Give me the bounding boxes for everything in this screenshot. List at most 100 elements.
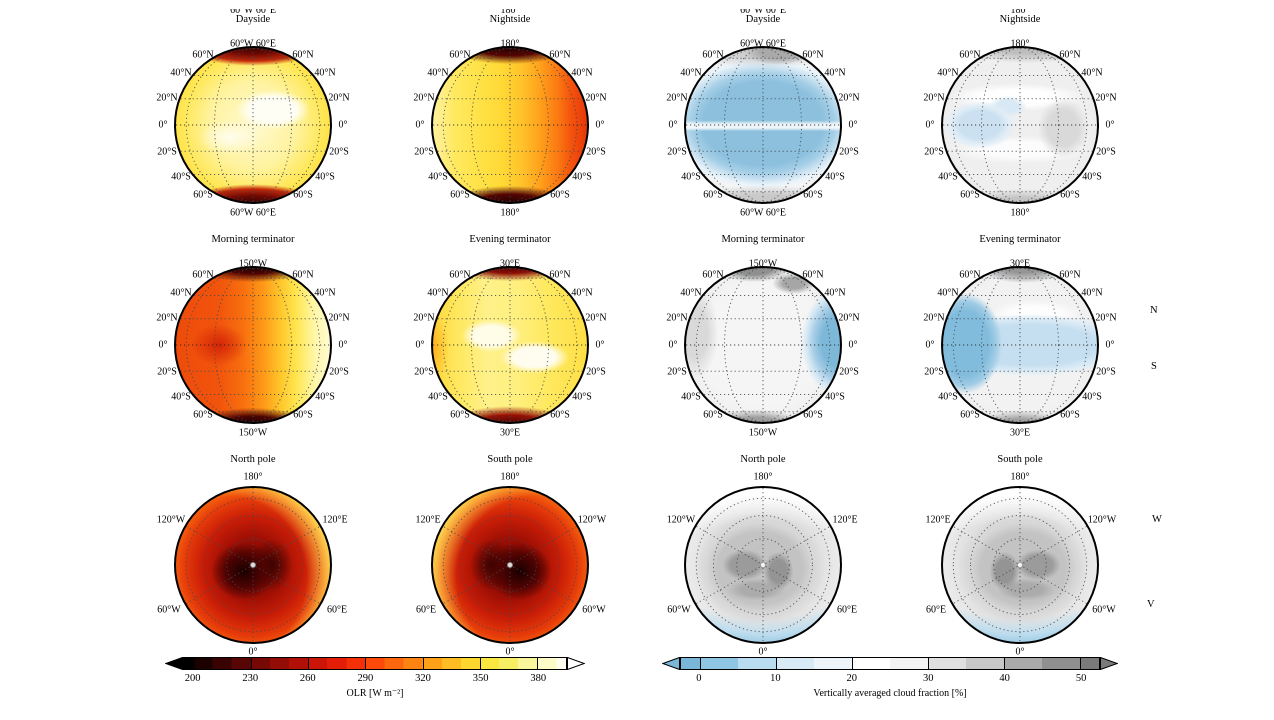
lon-label: 120°E [832,514,858,526]
lat-label: 20°N [413,312,435,324]
lat-label: 60°S [293,189,313,201]
lat-label: 20°S [586,146,606,158]
globe-olr-north-pole [174,486,332,644]
globe-cloud-dayside [684,46,842,204]
lat-label: 0° [925,119,935,131]
lon-label: 180° [243,471,263,483]
lat-label: 20°N [156,92,178,104]
panel-cloud-north-pole: North pole 180° 120°W 120°E 60°W 60°E 0° [653,450,873,685]
lat-label: 40°N [571,287,593,299]
colorbar-tick: 290 [357,673,374,684]
lat-label: 20°N [923,92,945,104]
lon-label: 60°W [582,604,606,616]
graticule [943,268,1097,422]
colorbar-ticks: 200 230 260 290 320 350 380 [183,673,567,685]
globe-olr-south-pole [431,486,589,644]
colorbar-gradient [680,657,1100,670]
lat-label: 60°N [959,269,981,281]
panel-title: Morning terminator [211,234,295,245]
lat-label: 40°S [1082,391,1102,403]
panel-title: North pole [740,454,786,465]
lat-label: 60°N [1059,49,1081,61]
lat-label: 40°N [937,67,959,79]
lat-label: 40°N [314,287,336,299]
lat-label: 60°N [449,269,471,281]
panel-olr-north-pole: North pole 180° 120°W 120°E 60°W 60°E 0° [143,450,363,685]
bottom-meridian-label: 180° [500,207,520,219]
top-meridian-label: 150°W [238,258,268,270]
globe-cloud-north-pole [684,486,842,644]
colorbar-tick: 30 [922,673,934,684]
graticule [686,268,840,422]
panel-cloud-dayside: Dayside 60°W 60°E 60°N 60°N 40°N 40°N 20… [653,10,873,245]
lat-label: 20°S [667,366,687,378]
lat-label: 20°N [1095,312,1117,324]
lat-label: 60°S [193,189,213,201]
colorbar-tick: 230 [242,673,259,684]
lon-label: 180° [1010,471,1030,483]
lat-label: 60°N [702,49,724,61]
lat-label: 60°S [803,189,823,201]
lat-label: 20°S [667,146,687,158]
lat-label: 40°N [1081,67,1103,79]
globe-olr-nightside [431,46,589,204]
lat-label: 20°N [666,92,688,104]
colorbar-extend-left-arrow [165,657,183,670]
colorbar-tick: 10 [770,673,781,684]
graticule [185,488,321,642]
lat-label: 60°N [959,49,981,61]
lat-label: 40°N [937,287,959,299]
lat-label: 40°N [1081,287,1103,299]
lat-label: 60°S [450,409,470,421]
lat-label: 40°S [428,171,448,183]
lat-label: 20°N [328,312,350,324]
bottom-meridian-label: 60°W 60°E [230,207,276,219]
lon-label: 120°E [925,514,951,526]
panel-olr-evening-terminator: Evening terminator 30°E 60°N 60°N 40°N 4… [400,230,620,465]
lon-label: 120°E [415,514,441,526]
graticule [686,48,840,202]
lat-label: 40°N [680,287,702,299]
lat-label: 60°S [703,189,723,201]
lon-label: 60°E [326,604,348,616]
lon-label: 60°E [925,604,947,616]
lat-label: 60°S [1060,409,1080,421]
cropped-right-label: N [1150,305,1158,316]
colorbar-tick: 350 [472,673,489,684]
top-meridian-label: 30°E [1009,258,1031,270]
lon-label: 180° [500,471,520,483]
bottom-meridian-label: 30°E [499,427,521,439]
lat-label: 60°N [802,49,824,61]
lat-label: 60°N [549,269,571,281]
lat-label: 0° [1105,119,1115,131]
panel-title: Morning terminator [721,234,805,245]
lat-label: 0° [158,119,168,131]
lat-label: 60°S [960,189,980,201]
lat-label: 0° [848,339,858,351]
colorbar-extend-right-arrow [567,657,585,670]
lat-label: 20°N [838,92,860,104]
lon-label: 0° [758,646,768,658]
panel-cloud-south-pole: South pole 180° 120°E 120°W 60°E 60°W 0° [910,450,1130,685]
lon-label: 60°W [157,604,181,616]
cropped-top-label: 180° [500,9,520,16]
lon-label: 120°W [666,514,696,526]
lat-label: 20°N [838,312,860,324]
cropped-top-label: 60°W 60°E [740,9,786,16]
lat-label: 40°S [171,391,191,403]
cropped-right-label: W [1152,514,1162,525]
panel-olr-south-pole: South pole 180° 120°E 120°W 60°E 60°W 0° [400,450,620,685]
lat-label: 40°N [824,287,846,299]
lat-label: 20°S [414,146,434,158]
globe-cloud-south-pole [941,486,1099,644]
lat-label: 40°N [170,287,192,299]
lon-label: 60°E [415,604,437,616]
bottom-meridian-label: 150°W [238,427,268,439]
colorbar-tick: 50 [1075,673,1087,684]
lat-label: 40°N [571,67,593,79]
globe-olr-morning-terminator [174,266,332,424]
lat-label: 40°S [1082,171,1102,183]
top-meridian-label: 60°W 60°E [740,38,786,50]
lat-label: 40°S [171,171,191,183]
